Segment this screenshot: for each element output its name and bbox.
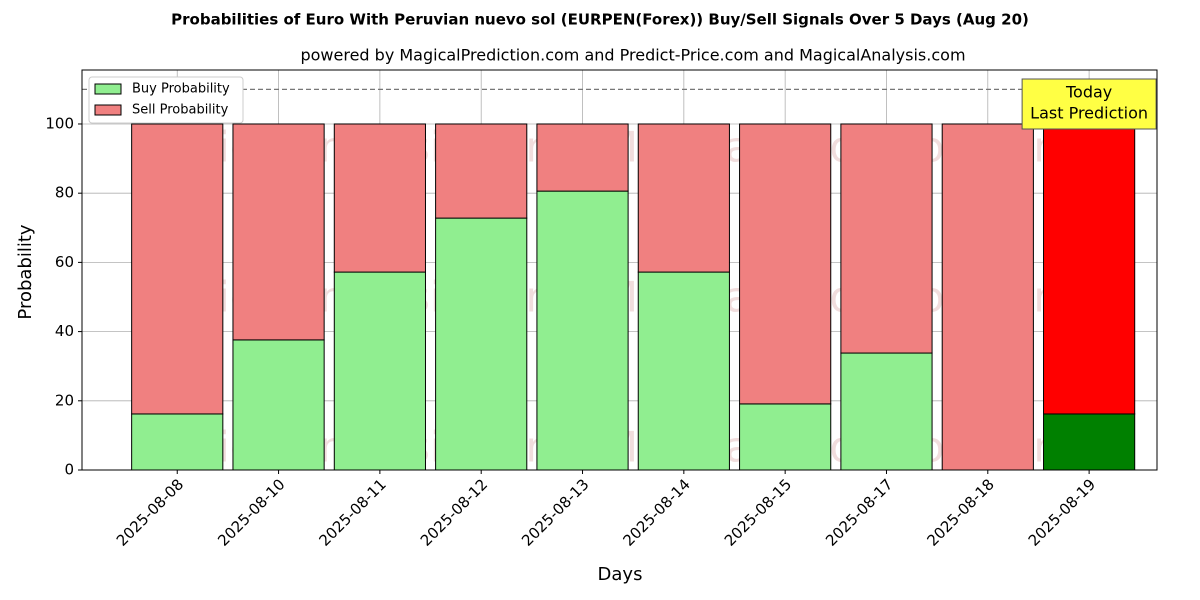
y-tick-label: 60 (55, 253, 74, 271)
chart-title: Probabilities of Euro With Peruvian nuev… (171, 11, 1029, 29)
y-tick-label: 40 (55, 322, 74, 340)
x-tick-label: 2025-08-17 (822, 475, 896, 549)
bar-segment (232, 339, 325, 471)
bar-segment (840, 352, 933, 471)
bar-segment (941, 123, 1034, 471)
annotation-text: Last Prediction (1030, 104, 1148, 123)
bar-segment (333, 123, 426, 273)
x-tick-label: 2025-08-10 (214, 475, 288, 549)
bar-segment (435, 123, 528, 219)
y-axis-label: Probability (15, 224, 36, 319)
bar-segment (131, 413, 224, 471)
bar-segment (131, 123, 224, 415)
annotation-text: Today (1065, 83, 1112, 102)
x-tick-label: 2025-08-12 (417, 475, 491, 549)
legend-swatch (94, 83, 122, 95)
y-tick-label: 20 (55, 391, 74, 409)
legend-swatch (94, 104, 122, 116)
x-tick-label: 2025-08-14 (619, 475, 693, 549)
bar-segment (739, 123, 832, 405)
y-tick-label: 80 (55, 184, 74, 202)
bar-segment (739, 403, 832, 471)
bar-segment (1043, 123, 1136, 415)
annotation-box (1021, 78, 1157, 130)
x-axis-label: Days (598, 564, 643, 585)
bar-segment (1043, 413, 1136, 471)
legend-label: Buy Probability (132, 82, 230, 97)
x-tick-label: 2025-08-19 (1025, 475, 1099, 549)
bar-segment (435, 217, 528, 471)
plot-frame (81, 69, 1158, 471)
x-tick-label: 2025-08-13 (518, 475, 592, 549)
bar-segment (637, 123, 730, 273)
legend-box (88, 76, 244, 124)
x-tick-label: 2025-08-08 (113, 475, 187, 549)
chart-subtitle: powered by MagicalPrediction.com and Pre… (300, 46, 965, 65)
bar-segment (333, 271, 426, 471)
bar-segment (536, 123, 629, 192)
bar-segment (637, 271, 730, 471)
x-tick-label: 2025-08-15 (721, 475, 795, 549)
x-tick-label: 2025-08-11 (316, 475, 390, 549)
legend-label: Sell Probability (132, 103, 229, 118)
y-tick-label: 0 (64, 461, 74, 479)
bar-segment (232, 123, 325, 341)
x-tick-label: 2025-08-18 (923, 475, 997, 549)
y-tick-label: 100 (45, 114, 74, 132)
bar-segment (840, 123, 933, 354)
bar-segment (536, 190, 629, 471)
